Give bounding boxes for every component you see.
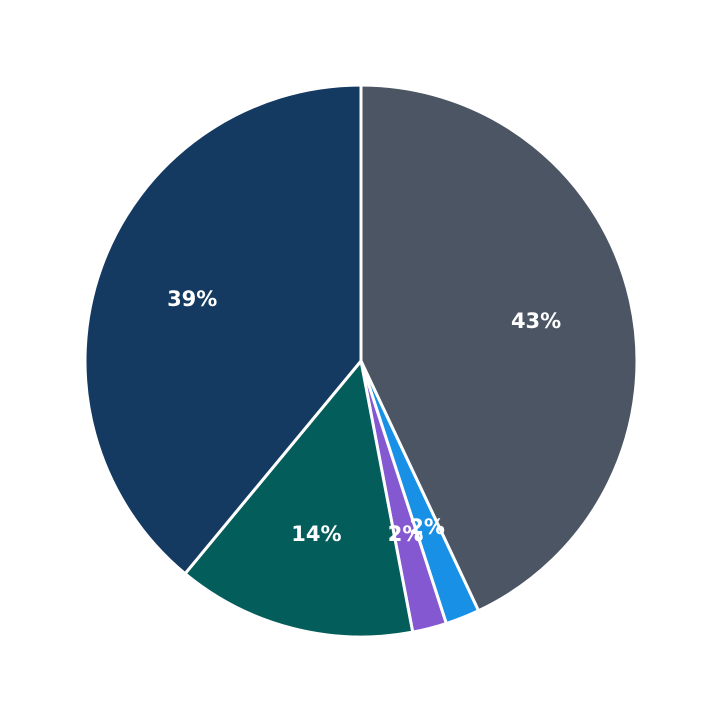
data-label: 2%	[409, 515, 445, 539]
pie-slice	[83, 83, 363, 576]
data-label: 43%	[511, 309, 561, 333]
data-label: 39%	[167, 287, 217, 311]
data-label: 2%	[388, 522, 424, 546]
pie-slice	[359, 83, 639, 613]
pie-slice	[182, 357, 415, 639]
data-label: 14%	[291, 522, 341, 546]
